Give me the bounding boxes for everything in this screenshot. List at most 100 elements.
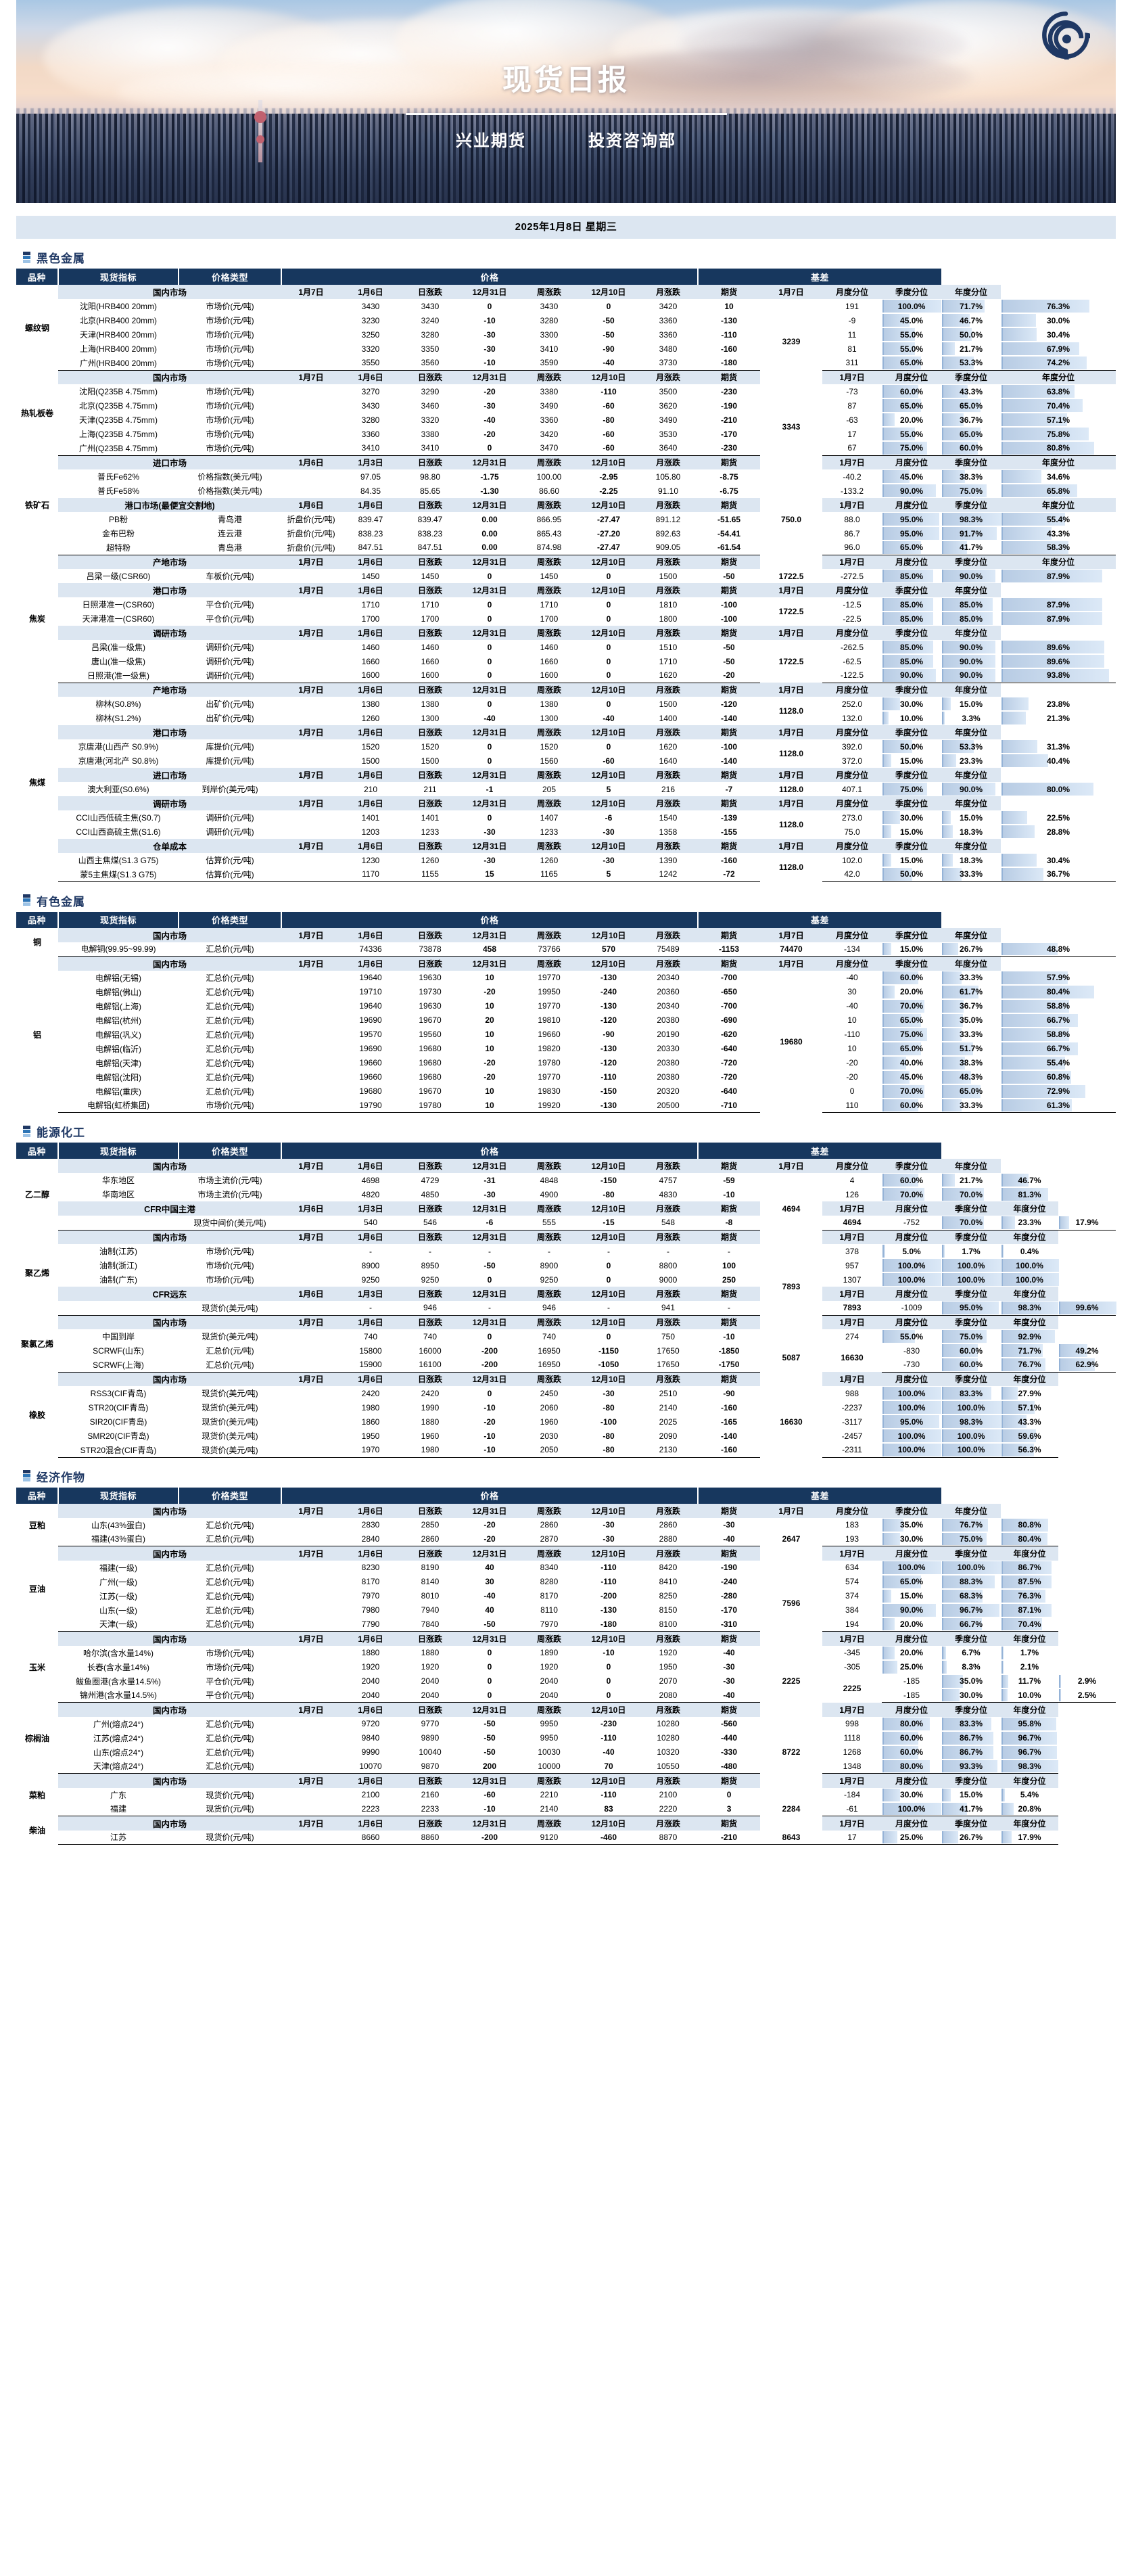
basis-value: -73 <box>822 384 882 398</box>
daily-change: -200 <box>460 1830 519 1845</box>
col-label-0: 1月7日 <box>281 1230 341 1244</box>
col-label-2: 日涨跌 <box>400 498 460 512</box>
daily-change: 0 <box>460 754 519 768</box>
percentile-cell: 95.0% <box>882 1414 942 1429</box>
price-week-ref: 16950 <box>519 1343 579 1358</box>
breed-name: 玉米 <box>16 1631 58 1703</box>
percentile-cell: 30.4% <box>1001 327 1116 342</box>
report-date: 2025年1月8日 星期三 <box>16 216 1116 239</box>
price-week-ref: 2050 <box>519 1443 579 1458</box>
monthly-change: -190 <box>698 1560 761 1575</box>
price-type: 汇总价(元/吨) <box>179 970 281 985</box>
page-title: 现货日报 <box>502 64 630 97</box>
col-label-quarter-pct: 季度分位 <box>941 1315 1001 1329</box>
price-month-ref: 1800 <box>638 612 699 626</box>
spacer-cell <box>281 697 341 711</box>
col-label-basis: 1月7日 <box>760 583 823 597</box>
percentile-cell: 91.7% <box>941 526 1001 540</box>
percentile-cell: 61.7% <box>941 984 1001 999</box>
price-day2: 4729 <box>400 1173 460 1187</box>
percentile-cell: 55.4% <box>1001 1055 1116 1070</box>
price-week-ref: 1660 <box>519 654 579 668</box>
percentile-cell: 17.9% <box>1001 1830 1059 1845</box>
monthly-change: -165 <box>698 1414 761 1429</box>
monthly-change: -1750 <box>698 1358 761 1373</box>
col-label-month-pct: 月度分位 <box>882 370 942 384</box>
daily-change: - <box>460 1244 519 1258</box>
weekly-change: -27.20 <box>579 526 638 540</box>
percentile-cell: 65.0% <box>882 398 942 413</box>
spacer-cell <box>281 1659 341 1674</box>
price-day1: 2223 <box>341 1801 400 1816</box>
header-indicator: 现货指标 <box>58 269 179 285</box>
price-day2: 19670 <box>400 1084 460 1099</box>
price-type: 市场价(元/吨) <box>179 313 281 327</box>
price-month-ref: 1640 <box>638 754 699 768</box>
percentile-cell: 87.9% <box>1001 612 1116 626</box>
col-label-4: 周涨跌 <box>519 1503 579 1518</box>
percentile-cell: 46.7% <box>941 313 1001 327</box>
price-month-ref: 17650 <box>638 1343 699 1358</box>
col-label-6: 月涨跌 <box>638 1201 699 1216</box>
price-month-ref: 20340 <box>638 970 699 985</box>
weekly-change: -80 <box>579 413 638 427</box>
price-type: 出矿价(元/吨) <box>179 711 281 725</box>
percentile-cell: 20.0% <box>882 1645 942 1660</box>
price-type: 市场价(元/吨) <box>179 384 281 398</box>
indicator-name: 日照港(准一级焦) <box>58 668 179 683</box>
price-month-ref: 3360 <box>638 313 699 327</box>
price-type: 汇总价(元/吨) <box>179 1759 281 1774</box>
daily-change: 0 <box>460 1659 519 1674</box>
weekly-change: 70 <box>579 1759 638 1774</box>
price-type: 折盘价(元/吨) <box>281 540 341 555</box>
col-label-year-pct: 年度分位 <box>941 839 1001 853</box>
col-label-3: 12月31日 <box>460 1546 519 1561</box>
indicator-name <box>58 1301 179 1316</box>
market-label: 国内市场 <box>58 370 281 384</box>
col-label-5: 12月10日 <box>579 1631 638 1646</box>
price-month-ref: 8870 <box>638 1830 699 1845</box>
indicator-name: 广州(HRB400 20mm) <box>58 356 179 371</box>
basis-value: -2457 <box>822 1429 882 1443</box>
percentile-cell: 83.3% <box>941 1716 1001 1731</box>
daily-change: 10 <box>460 1084 519 1099</box>
col-label-1: 1月6日 <box>341 626 400 640</box>
percentile-cell: 20.0% <box>882 984 942 999</box>
col-label-futures: 期货 <box>698 683 761 697</box>
breed-name: 热轧板卷 <box>16 370 58 455</box>
cloud-decoration <box>679 14 970 74</box>
percentile-cell: 30.0% <box>882 697 942 711</box>
futures-price: 1128.0 <box>760 853 823 881</box>
price-day1: 1170 <box>341 867 400 882</box>
spacer-cell <box>281 1216 341 1230</box>
col-label-5: 12月10日 <box>579 1287 638 1301</box>
col-label-2: 日涨跌 <box>400 626 460 640</box>
col-label-4: 周涨跌 <box>519 626 579 640</box>
percentile-cell: 76.7% <box>941 1517 1001 1532</box>
spacer-cell <box>281 384 341 398</box>
monthly-change: -160 <box>698 853 761 867</box>
table-row: SIR20(CIF青岛) 现货价(美元/吨) 1860 1880 -20 1960 -100… <box>16 1414 1116 1429</box>
weekly-change: 570 <box>579 942 638 957</box>
weekly-change: 0 <box>579 668 638 683</box>
price-month-ref: 3490 <box>638 413 699 427</box>
col-label-3: 12月31日 <box>460 626 519 640</box>
col-label-5: 12月10日 <box>579 626 638 640</box>
percentile-cell: 100.0% <box>882 1801 943 1816</box>
price-day2: 1500 <box>400 754 460 768</box>
indicator-name: 电解铝(无锡) <box>58 970 179 985</box>
market-label: 国内市场 <box>58 1631 281 1646</box>
col-label-quarter-pct: 季度分位 <box>941 555 1001 569</box>
price-day2: 3320 <box>400 413 460 427</box>
monthly-change: -440 <box>698 1730 761 1745</box>
monthly-change: -190 <box>698 398 761 413</box>
price-day2: 2860 <box>400 1532 460 1546</box>
price-month-ref: 4757 <box>638 1173 699 1187</box>
price-day2: 16100 <box>400 1358 460 1373</box>
weekly-change: 0 <box>579 299 638 313</box>
price-month-ref: 10550 <box>638 1759 699 1774</box>
daily-change: 10 <box>460 1041 519 1056</box>
futures-price: 2284 <box>760 1787 823 1831</box>
table-row: 超特粉 青岛港 折盘价(元/吨) 847.51 847.51 0.00 874.98 -27.… <box>16 540 1116 555</box>
price-month-ref: 20320 <box>638 1084 699 1099</box>
